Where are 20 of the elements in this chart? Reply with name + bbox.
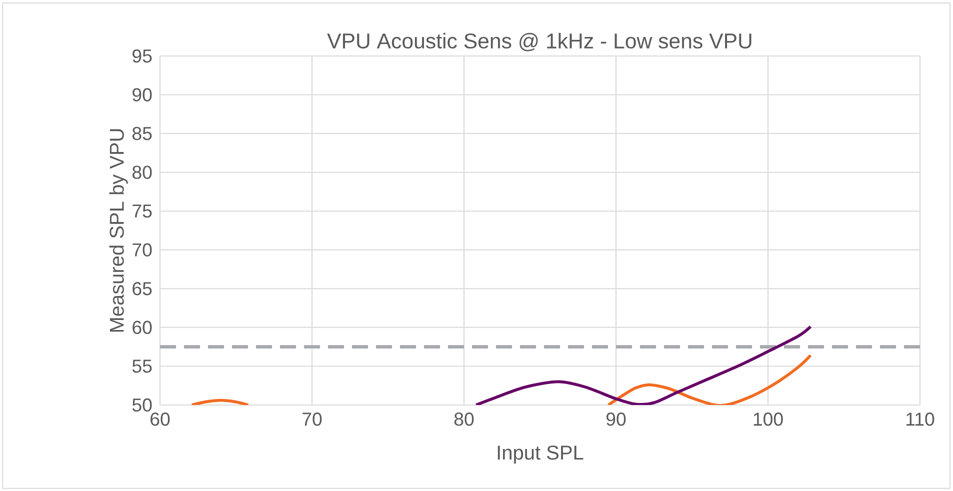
x-tick-label: 90 [606,412,626,426]
chart-title: VPU Acoustic Sens @ 1kHz - Low sens VPU [327,32,752,52]
y-tick-label: 50 [132,398,152,412]
y-axis-title: Measured SPL by VPU [109,129,128,332]
y-tick-label: 80 [132,166,152,179]
y-tick-label: 75 [132,204,152,218]
y-tick-label: 90 [132,88,152,102]
x-tick-label: 70 [302,412,322,426]
y-tick-label: 60 [132,320,152,334]
x-tick-label: 60 [150,412,170,426]
x-axis-title: Input SPL [498,446,584,464]
y-tick-label: 65 [132,282,152,296]
line-series [474,325,812,405]
y-tick-label: 85 [132,126,152,140]
x-tick-label: 100 [754,412,783,426]
x-tick-label: 80 [454,412,474,426]
y-tick-label: 95 [132,49,152,63]
y-tick-label: 55 [132,360,152,373]
x-tick-label: 110 [906,412,934,426]
y-tick-label: 70 [132,243,152,256]
